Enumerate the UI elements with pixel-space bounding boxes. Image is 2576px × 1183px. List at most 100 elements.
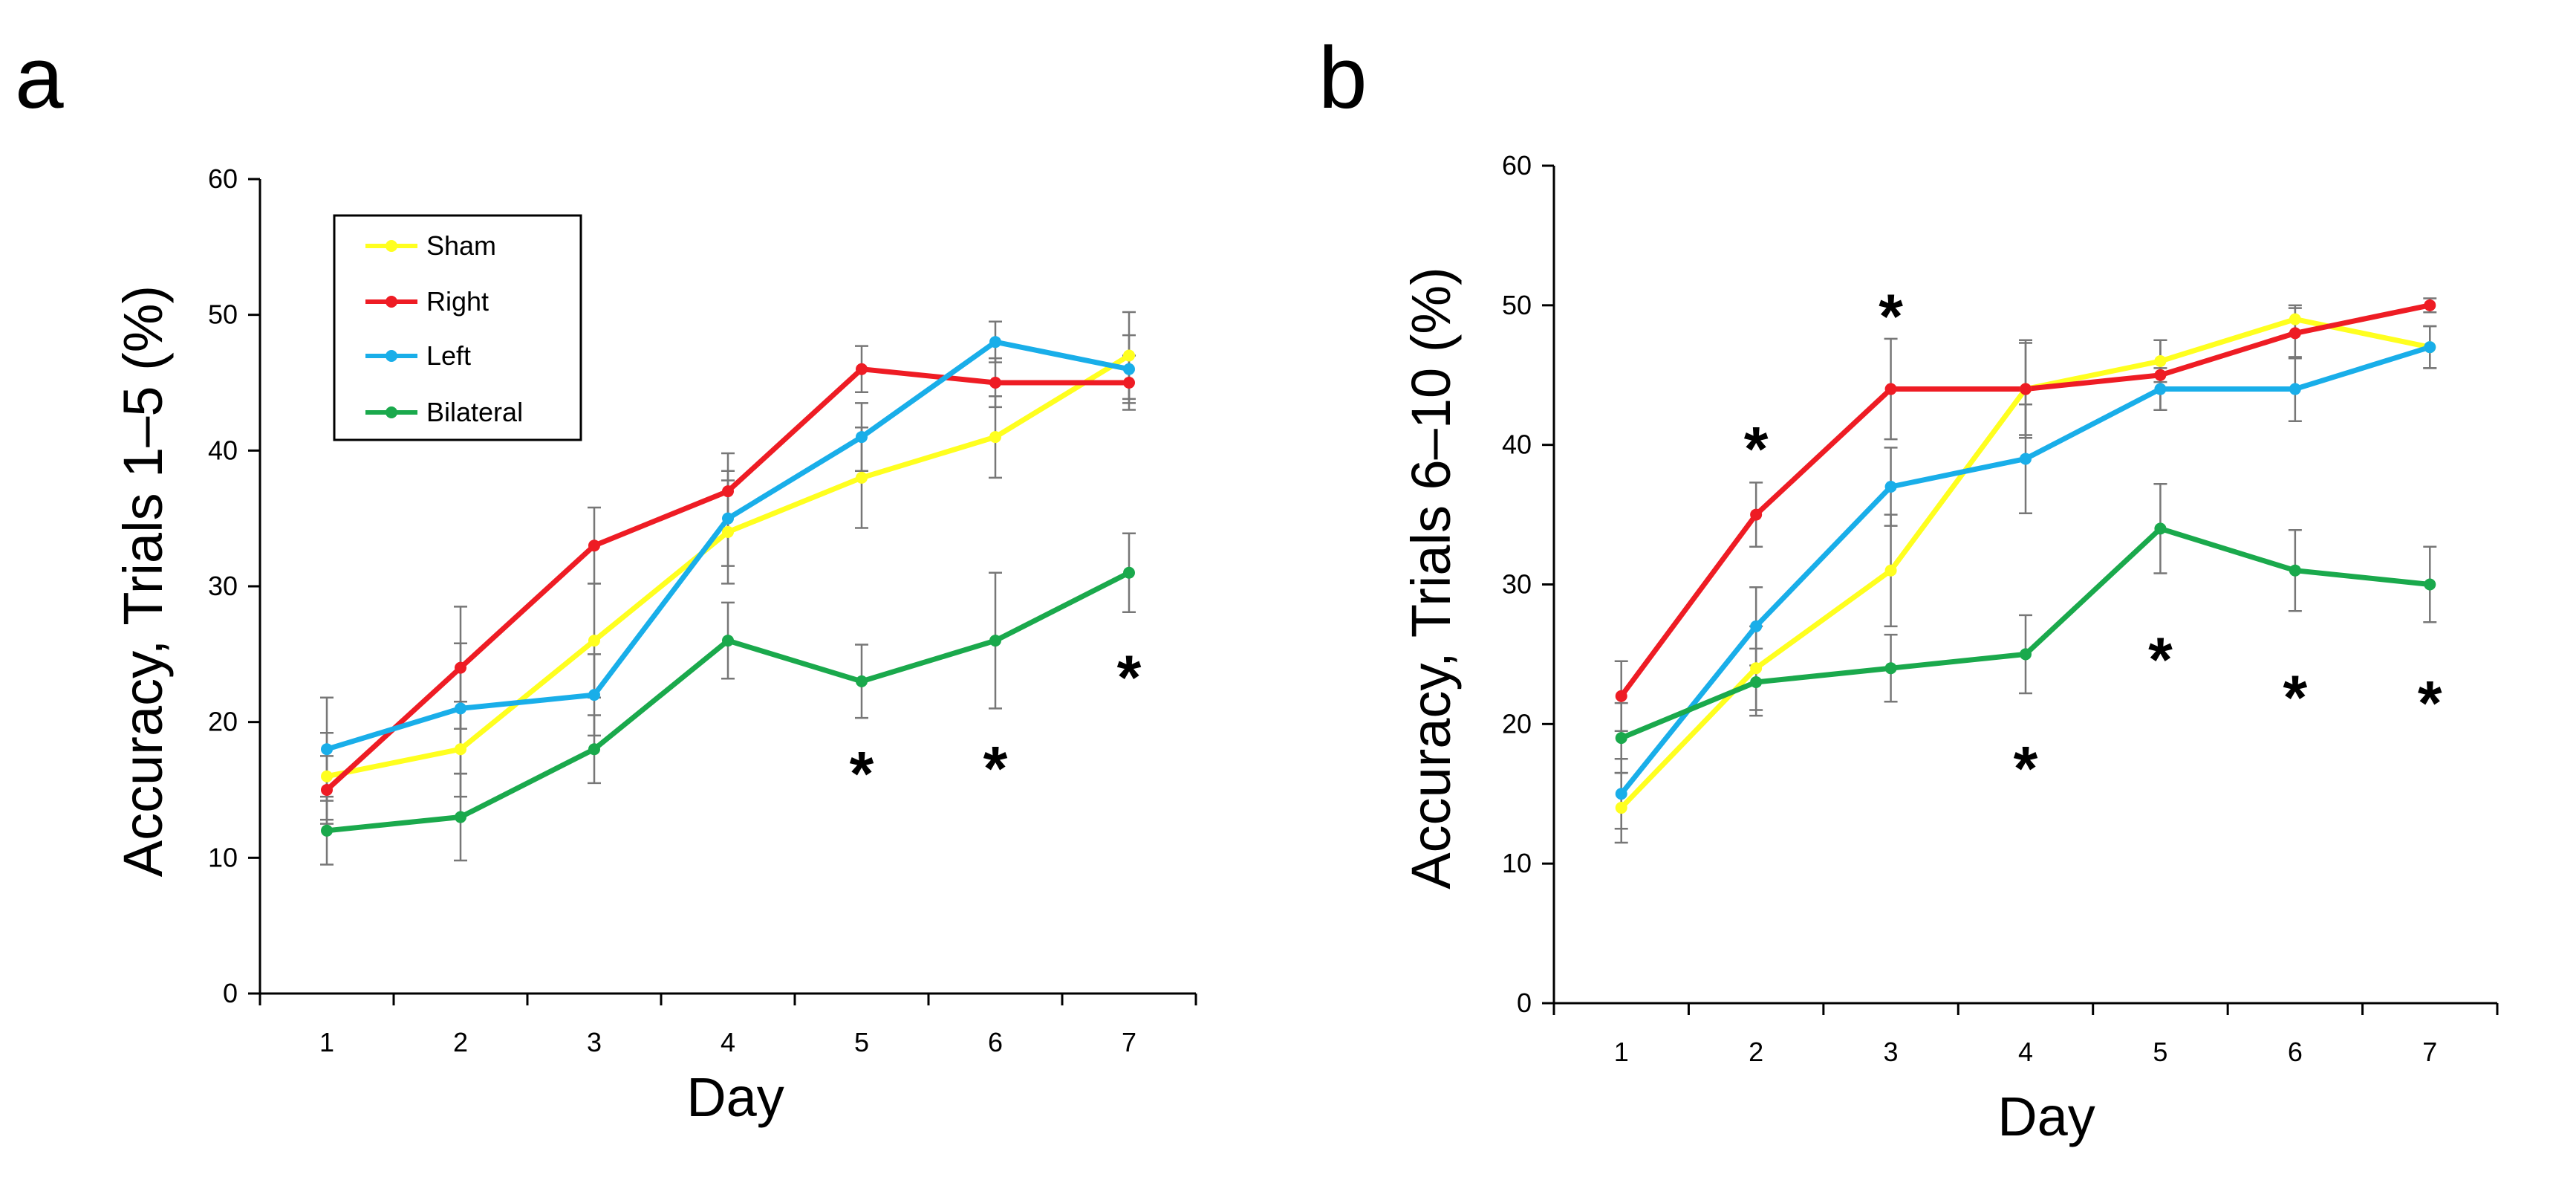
panel-a-y-tick-label-40: 40 (208, 435, 238, 465)
panel-a-x-tick-label-5: 5 (854, 1027, 869, 1057)
panel-b-y-tick-label-20: 20 (1502, 708, 1532, 739)
legend-marker-sham (386, 240, 397, 252)
panel-a-significance-marks: * * * (850, 642, 1142, 808)
panel-a-x-tick-label-7: 7 (1122, 1027, 1136, 1057)
panel-b-y-tick-label-10: 10 (1502, 848, 1532, 878)
panel-a-point-sham-day-6 (989, 431, 1001, 444)
panel-a-y-axis-title: Accuracy, Trials 1–5 (%) (112, 285, 174, 877)
panel-b-point-bilateral-day-5 (2154, 522, 2167, 535)
legend-box (333, 214, 582, 441)
panel-a-point-left-day-4 (722, 512, 734, 525)
panel-a-point-bilateral-day-4 (722, 635, 734, 647)
panel-a-significance-star-day-7: * (1117, 642, 1142, 712)
panel-b-y-tick-label-60: 60 (1502, 150, 1532, 181)
legend-marker-bilateral (386, 406, 397, 418)
panel-a-x-tick-label-6: 6 (988, 1027, 1003, 1057)
panel-a-point-sham-day-5 (856, 471, 868, 484)
panel-a-point-left-day-3 (588, 689, 600, 701)
panel-a-point-bilateral-day-3 (588, 743, 600, 756)
legend-label-bilateral: Bilateral (426, 397, 523, 427)
panel-b-point-left-day-2 (1750, 620, 1763, 632)
panel-a-point-left-day-1 (321, 743, 333, 756)
panel-b-x-tick-label-3: 3 (1884, 1037, 1899, 1067)
panel-a-letter: a (15, 29, 64, 127)
legend-item-bilateral: Bilateral (365, 397, 523, 427)
panel-b-point-right-day-5 (2154, 369, 2167, 381)
panel-a-chart: a 0 10 20 30 40 50 60 1 2 3 4 5 6 7 * * * Accuracy, Tri… (15, 29, 1197, 1128)
panel-b-point-right-day-1 (1615, 690, 1627, 702)
panel-b-point-right-day-3 (1884, 383, 1897, 395)
panel-a-point-sham-day-2 (455, 743, 466, 756)
panel-b-point-bilateral-day-4 (2020, 648, 2032, 661)
panel-b-axes: 0 10 20 30 40 50 60 1 2 3 4 5 6 7 (1502, 150, 2499, 1067)
panel-b-point-right-day-6 (2289, 327, 2301, 340)
panel-b-significance-marks: * * * * * * (1744, 282, 2442, 804)
panel-a-point-sham-day-7 (1123, 349, 1135, 362)
legend-marker-left (386, 350, 397, 362)
panel-a-y-tick-label-30: 30 (208, 571, 238, 601)
panel-b-y-axis-title: Accuracy, Trials 6–10 (%) (1400, 267, 1462, 889)
panel-b-significance-star-day-5: * (2148, 625, 2173, 695)
panel-a-point-right-day-7 (1123, 377, 1135, 389)
panel-b-x-tick-label-2: 2 (1749, 1037, 1763, 1067)
panel-a-point-left-day-6 (989, 336, 1001, 349)
panel-a-y-tick-label-50: 50 (208, 299, 238, 330)
panel-a-point-sham-day-1 (321, 770, 333, 782)
legend-item-right: Right (365, 286, 489, 317)
panel-b-point-sham-day-6 (2289, 313, 2301, 325)
panel-a-point-right-day-3 (588, 539, 600, 552)
panel-a-y-tick-label-0: 0 (223, 978, 238, 1008)
panel-b-point-sham-day-1 (1615, 802, 1627, 814)
panel-a-x-tick-label-1: 1 (319, 1027, 334, 1057)
panel-a-point-left-day-5 (856, 431, 868, 444)
panel-b-chart: b 0 10 20 30 40 50 60 1 2 3 4 5 6 7 * * * * * * Accuracy, … (1318, 29, 2499, 1147)
panel-b-point-right-day-4 (2020, 383, 2032, 395)
panel-b-point-left-day-5 (2154, 383, 2167, 395)
panel-b-x-tick-label-5: 5 (2153, 1037, 2167, 1067)
panel-b-point-left-day-7 (2424, 341, 2436, 354)
panel-a-significance-star-day-5: * (850, 739, 874, 808)
panel-a-x-tick-label-2: 2 (453, 1027, 468, 1057)
panel-b-significance-star-day-3: * (1879, 282, 1903, 351)
legend-marker-right (386, 296, 397, 308)
panel-b-significance-star-day-7: * (2418, 668, 2442, 738)
panel-b-point-sham-day-5 (2154, 354, 2167, 367)
panel-b-letter: b (1318, 29, 1367, 127)
panel-a-axes: 0 10 20 30 40 50 60 1 2 3 4 5 6 7 (208, 163, 1197, 1057)
legend-item-left: Left (365, 340, 471, 371)
panel-a-point-bilateral-day-2 (455, 811, 466, 823)
panel-a-point-left-day-7 (1123, 363, 1135, 375)
panel-b-y-tick-label-40: 40 (1502, 430, 1532, 460)
panel-a-point-bilateral-day-7 (1123, 566, 1135, 579)
panel-b-y-tick-label-30: 30 (1502, 569, 1532, 600)
panel-b-y-tick-label-50: 50 (1502, 290, 1532, 320)
panel-b-x-tick-label-6: 6 (2288, 1037, 2303, 1067)
panel-a-point-sham-day-3 (588, 635, 600, 647)
panel-a-data-points (321, 336, 1135, 837)
panel-a-point-bilateral-day-6 (989, 635, 1001, 647)
panel-a-point-bilateral-day-5 (856, 675, 868, 687)
panel-b-point-bilateral-day-3 (1884, 662, 1897, 675)
panel-a-point-sham-day-4 (722, 525, 734, 538)
panel-a-point-right-day-6 (989, 377, 1001, 389)
panel-a-point-right-day-4 (722, 485, 734, 498)
panel-a-y-tick-label-20: 20 (208, 707, 238, 737)
panel-b-point-bilateral-day-6 (2289, 564, 2301, 577)
panel-a-point-bilateral-day-1 (321, 824, 333, 837)
panel-b-significance-star-day-6: * (2283, 662, 2308, 732)
panel-a-y-tick-label-60: 60 (208, 163, 238, 194)
legend-label-sham: Sham (426, 230, 496, 261)
panel-a-x-tick-label-4: 4 (721, 1027, 735, 1057)
panel-b-point-left-day-3 (1884, 481, 1897, 493)
panel-b-point-left-day-1 (1615, 788, 1627, 800)
panel-a-point-right-day-2 (455, 661, 466, 674)
panel-b-point-right-day-7 (2424, 299, 2436, 311)
legend: Sham Right Left Bilateral (333, 214, 582, 441)
panel-a-x-tick-label-3: 3 (587, 1027, 602, 1057)
panel-b-x-axis-title: Day (1997, 1086, 2095, 1147)
legend-label-right: Right (426, 286, 489, 317)
panel-b-significance-star-day-2: * (1744, 414, 1769, 484)
panel-b-point-left-day-4 (2020, 453, 2032, 465)
panel-b-point-left-day-6 (2289, 383, 2301, 395)
